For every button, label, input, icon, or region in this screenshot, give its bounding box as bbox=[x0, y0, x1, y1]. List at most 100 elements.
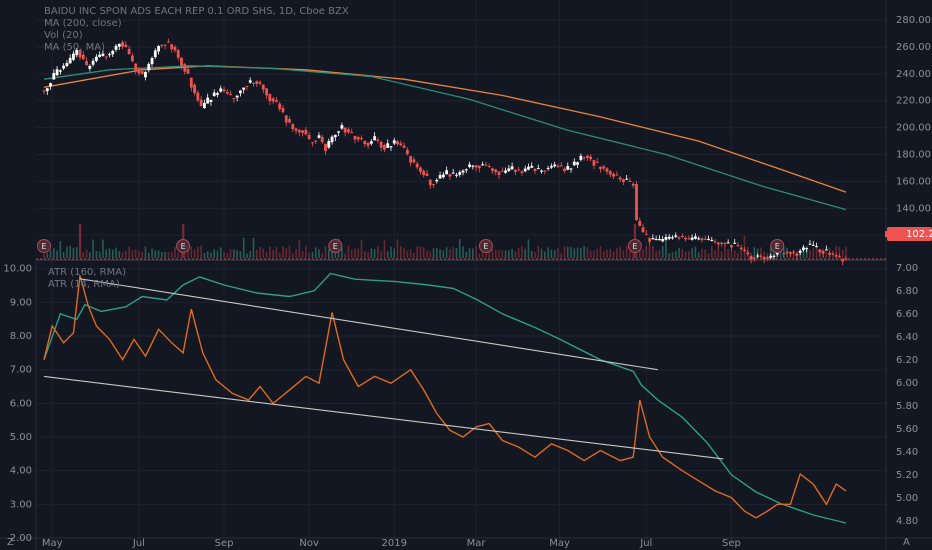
candle-body bbox=[605, 168, 609, 172]
candle-body bbox=[65, 62, 69, 67]
volume-bar bbox=[380, 251, 382, 258]
volume-bar bbox=[298, 239, 301, 258]
candle-body bbox=[114, 45, 118, 50]
volume-bar bbox=[547, 247, 549, 258]
candle-body bbox=[523, 168, 527, 172]
candle-body bbox=[85, 60, 88, 66]
candle-body bbox=[75, 49, 79, 56]
volume-bar bbox=[125, 250, 127, 258]
candle-body bbox=[589, 156, 593, 160]
candle-body bbox=[716, 242, 720, 245]
volume-bar bbox=[756, 248, 759, 258]
volume-bar bbox=[121, 252, 124, 258]
candle-body bbox=[189, 77, 193, 88]
volume-bar bbox=[151, 248, 153, 258]
volume-bar bbox=[714, 250, 716, 258]
candle-body bbox=[680, 236, 684, 238]
candle-body bbox=[317, 135, 321, 138]
volume-bar bbox=[462, 246, 464, 258]
atr-right-tick-label: 6.40 bbox=[896, 332, 918, 343]
candle-body bbox=[203, 102, 206, 109]
volume-bar bbox=[710, 246, 713, 258]
candle-body bbox=[311, 142, 314, 144]
atr-series-line bbox=[43, 275, 847, 519]
volume-bar bbox=[511, 248, 513, 258]
volume-bar bbox=[635, 249, 638, 258]
candle-body bbox=[402, 145, 406, 148]
volume-bar bbox=[760, 247, 762, 258]
candle-body bbox=[743, 249, 746, 252]
volume-bar bbox=[622, 250, 625, 258]
volume-bar bbox=[570, 246, 572, 258]
last-price-label: 102.29 bbox=[906, 229, 932, 240]
volume-bar bbox=[832, 253, 834, 258]
volume-bar bbox=[187, 249, 189, 258]
candle-body bbox=[72, 53, 75, 60]
atr-left-tick-label: 10.00 bbox=[3, 264, 32, 275]
volume-bar bbox=[66, 246, 68, 258]
earnings-marker bbox=[627, 239, 642, 253]
candle-body bbox=[782, 253, 786, 255]
candle-body bbox=[229, 93, 232, 95]
volume-bar bbox=[98, 251, 101, 258]
volume-bar bbox=[301, 251, 304, 258]
volume-bar bbox=[638, 246, 641, 258]
volume-bar bbox=[409, 249, 412, 258]
volume-bar bbox=[308, 252, 310, 258]
volume-bar bbox=[364, 250, 366, 258]
volume-bar bbox=[593, 250, 595, 258]
candle-body bbox=[392, 140, 396, 144]
candle-body bbox=[209, 99, 213, 103]
volume-bar bbox=[282, 246, 284, 258]
candle-body bbox=[438, 175, 442, 179]
volume-bar bbox=[288, 245, 291, 258]
candle-body bbox=[543, 170, 547, 172]
candle-body bbox=[641, 227, 645, 233]
volume-bar bbox=[95, 251, 98, 258]
candle-body bbox=[196, 92, 200, 101]
corner-z[interactable]: Z bbox=[7, 537, 14, 548]
volume-bar bbox=[750, 252, 752, 258]
atr-left-tick-label: 5.00 bbox=[10, 432, 32, 443]
candle-body bbox=[379, 141, 383, 148]
volume-bar bbox=[183, 249, 186, 258]
candle-body bbox=[694, 236, 697, 239]
volume-bar bbox=[691, 247, 693, 258]
candle-body bbox=[700, 238, 704, 241]
candle-body bbox=[821, 250, 825, 254]
candle-body bbox=[58, 70, 62, 72]
volume-bar bbox=[233, 249, 235, 258]
volume-bar bbox=[544, 251, 546, 258]
volume-bar bbox=[553, 249, 556, 258]
volume-bar bbox=[200, 245, 202, 258]
earnings-label: E bbox=[41, 242, 46, 251]
candle-body bbox=[343, 127, 347, 133]
volume-bar bbox=[733, 250, 736, 258]
volume-bar bbox=[193, 249, 196, 258]
candle-body bbox=[785, 252, 789, 254]
candle-body bbox=[762, 256, 766, 260]
candle-body bbox=[510, 166, 514, 170]
candle-body bbox=[383, 145, 386, 150]
candle-body bbox=[572, 161, 576, 166]
atr-right-tick-label: 5.20 bbox=[896, 470, 918, 481]
atr-left-tick-label: 2.00 bbox=[10, 533, 32, 544]
candle-body bbox=[186, 69, 190, 74]
candle-body bbox=[415, 163, 419, 168]
atr-series-line bbox=[43, 272, 847, 524]
candle-body bbox=[546, 167, 550, 169]
candle-body bbox=[157, 46, 160, 52]
candle-body bbox=[432, 183, 435, 185]
candle-body bbox=[389, 146, 393, 148]
volume-bar bbox=[190, 246, 193, 258]
corner-a[interactable]: A bbox=[903, 537, 910, 548]
volume-bar bbox=[285, 248, 288, 258]
volume-bar bbox=[272, 249, 274, 258]
atr-right-tick-label: 6.80 bbox=[896, 286, 918, 297]
price-tick-label: 180.00 bbox=[896, 150, 931, 161]
candle-body bbox=[356, 137, 360, 140]
candle-body bbox=[667, 236, 671, 239]
